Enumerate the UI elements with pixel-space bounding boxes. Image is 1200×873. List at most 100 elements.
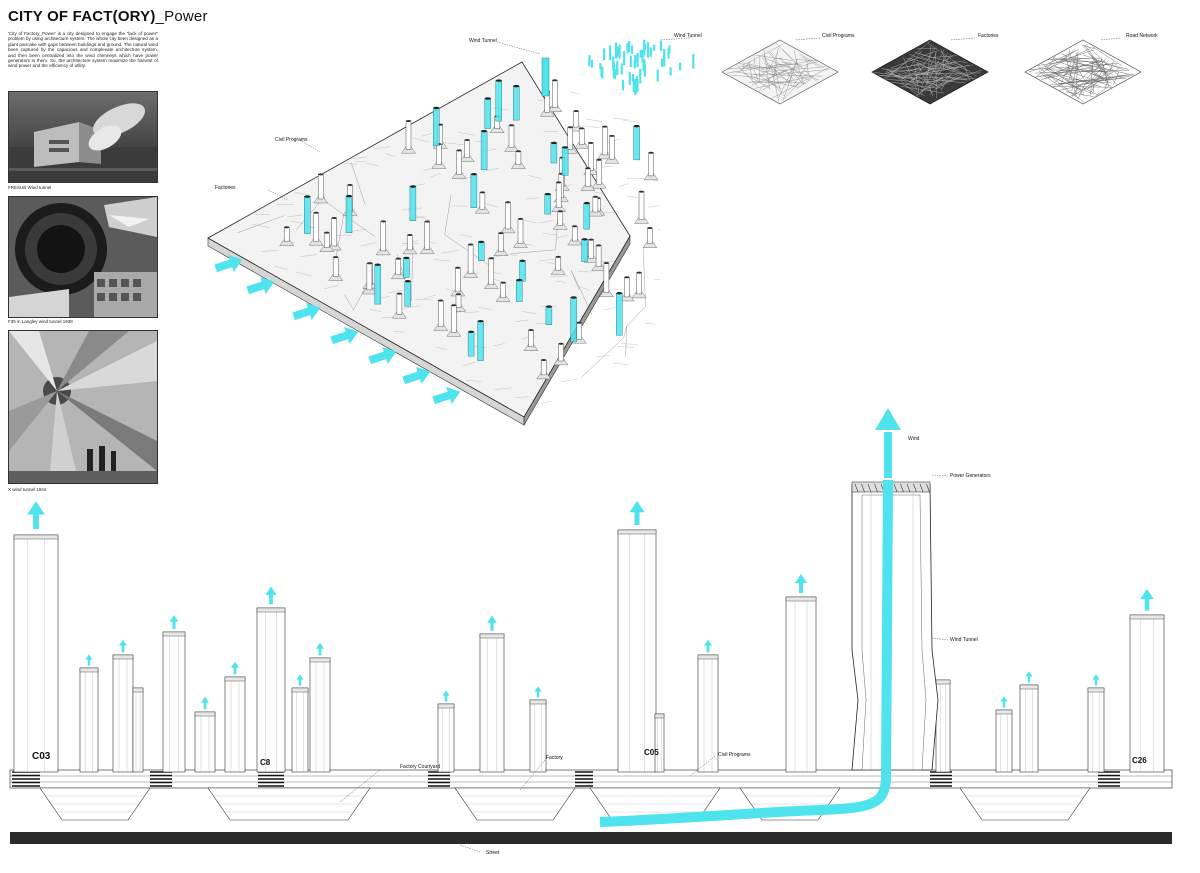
- section-arrow-shaft: [537, 691, 539, 698]
- chimney: [579, 128, 584, 144]
- chimney: [318, 174, 323, 199]
- wind-arrow-up-icon: [27, 501, 45, 514]
- chimney: [574, 111, 579, 127]
- wind-tower: [304, 197, 310, 234]
- chimney-top: [559, 343, 564, 345]
- panel-label-factories: Factories: [978, 33, 999, 39]
- section-tower: [163, 632, 185, 772]
- section-arrow-shaft: [33, 513, 39, 529]
- chimney-top: [501, 282, 506, 284]
- wind-tunnel-mark: [692, 54, 694, 69]
- wind-tower-top: [584, 202, 590, 204]
- section-label-civil-programs: Civil Programs: [718, 752, 751, 758]
- chimney-top: [639, 191, 644, 193]
- wind-arrow-icon: [329, 323, 361, 349]
- wind-tower: [496, 81, 502, 122]
- chimney: [588, 143, 593, 171]
- chimney-top: [574, 110, 579, 112]
- wind-tower: [410, 187, 416, 221]
- wind-arrow-up-icon: [704, 640, 712, 646]
- layer-panels: [570, 28, 1170, 118]
- chimney-top: [381, 220, 386, 222]
- section-tower: [1088, 688, 1104, 772]
- wind-tower-top: [471, 173, 477, 175]
- chimney-top: [649, 152, 654, 154]
- wind-arrow-up-icon: [201, 697, 209, 703]
- wind-tower-top: [513, 85, 519, 87]
- civil-programs-layer-diagram: [722, 40, 838, 104]
- chimney: [332, 218, 337, 246]
- wind-tower: [520, 261, 526, 282]
- section-tower: [996, 710, 1012, 772]
- wind-tower-top: [496, 79, 502, 81]
- chimney: [593, 197, 598, 212]
- section-label-wind-tunnel: Wind Tunnel: [950, 637, 978, 643]
- wind-tower-top: [478, 241, 484, 243]
- chimney-top: [568, 126, 573, 128]
- intro-paragraph: 'City of Factory_Power' is a city design…: [8, 31, 158, 69]
- wind-arrow-up-icon: [442, 690, 449, 695]
- wind-tower-top: [304, 195, 310, 197]
- chimney: [518, 219, 523, 244]
- tower-code-c05: C05: [644, 748, 659, 757]
- chimney: [480, 192, 485, 209]
- chimney: [649, 153, 654, 176]
- poster-title: CITY OF FACT(ORY)_Power: [8, 8, 208, 25]
- section-arrow-shaft: [122, 645, 125, 652]
- wind-tower: [634, 126, 640, 160]
- wind-arrow-up-icon: [231, 662, 239, 668]
- chimney: [639, 192, 644, 220]
- chimney: [556, 257, 561, 270]
- chimney-top: [597, 159, 602, 161]
- chimney: [585, 168, 590, 186]
- panel-label-civil-programs: Civil Programs: [822, 33, 855, 39]
- factories-layer-diagram: [872, 40, 988, 104]
- wind-arrow-icon: [213, 251, 245, 277]
- chimney-top: [556, 256, 561, 258]
- chimney-top: [609, 135, 614, 137]
- wind-tower-top: [571, 296, 577, 298]
- wind-tower-top: [545, 193, 551, 195]
- title-main: CITY OF FACT(ORY): [8, 8, 156, 25]
- photo-2-image: [9, 197, 157, 317]
- wind-arrow-up-icon: [119, 640, 127, 646]
- wind-tunnel-mark: [661, 58, 663, 67]
- wind-arrow-icon: [245, 273, 277, 299]
- wind-tower: [478, 242, 484, 261]
- chimney: [541, 360, 546, 375]
- tower-code-c03: C03: [32, 751, 50, 762]
- section-tower: [113, 655, 133, 772]
- chimney-top: [558, 210, 563, 212]
- wind-tower-top: [433, 107, 439, 109]
- wind-tower-top: [546, 305, 552, 307]
- title-sub: _Power: [156, 8, 208, 25]
- wind-tower: [571, 298, 577, 342]
- chimney-top: [489, 257, 494, 259]
- wind-tower: [513, 86, 519, 120]
- chimney: [568, 127, 573, 149]
- wind-arrow-up-icon: [316, 643, 324, 649]
- chimney-top: [577, 322, 582, 324]
- wind-tower: [542, 58, 549, 96]
- tower-code-c8: C8: [260, 758, 270, 767]
- wind-tower-top: [520, 260, 526, 262]
- wind-tower: [346, 196, 352, 233]
- chimney: [407, 235, 412, 250]
- section-tower: [530, 700, 546, 772]
- wind-tower: [584, 203, 590, 229]
- chimney-top: [505, 201, 510, 203]
- wind-tower-top: [478, 320, 484, 322]
- section-tower: [257, 608, 285, 772]
- chimney: [498, 233, 503, 252]
- wind-tower-top: [410, 185, 416, 187]
- section-tower: [133, 688, 143, 772]
- chimney-top: [332, 217, 337, 219]
- wind-arrow-up-icon: [1000, 696, 1007, 701]
- chimney: [509, 125, 514, 147]
- chimney-top: [579, 127, 584, 129]
- section-arrow-shaft: [1003, 701, 1005, 708]
- chimney: [465, 140, 470, 158]
- section-tower: [292, 688, 308, 772]
- wind-tunnel-mark: [668, 48, 670, 58]
- section-arrow-shaft: [173, 621, 176, 629]
